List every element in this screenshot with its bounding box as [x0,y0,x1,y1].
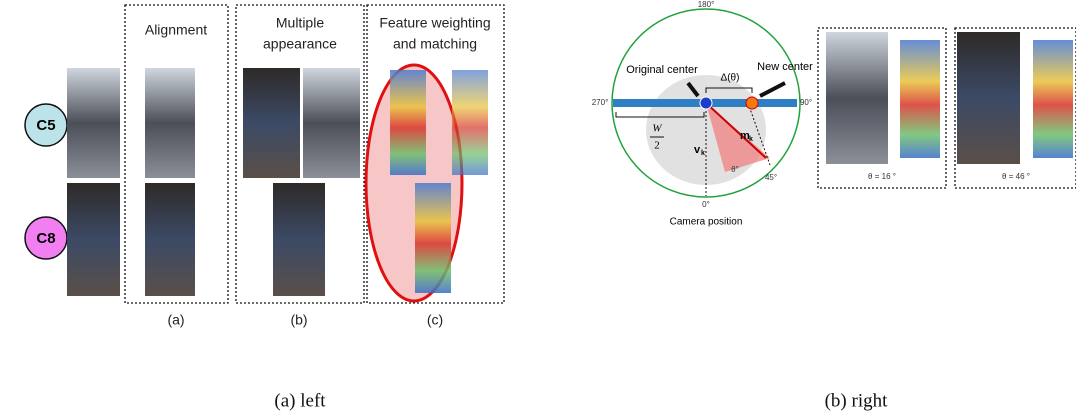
label: Camera position [670,217,743,228]
photo [145,183,195,296]
label: W [652,123,662,135]
heatmap [452,70,488,175]
photo [243,68,300,178]
crop-caption: θ = 16 ° [868,172,896,181]
angle-label: 0° [702,200,710,209]
photo [273,183,325,296]
label: Δ(θ) [721,73,740,84]
panel-title: appearance [263,36,337,52]
panel-label: (c) [427,312,443,328]
photo [67,68,120,178]
panel-title: Feature weighting [379,15,490,31]
angle-label: 270° [592,98,609,107]
right-figure: 180° 270° 90° 0° 45° Original center New… [592,0,1076,228]
photo [957,32,1020,164]
angle-label: 180° [698,0,715,9]
new-center [746,97,758,109]
panel-title: Alignment [145,22,207,38]
photo [303,68,360,178]
original-center [700,97,712,109]
camera-label: C8 [36,230,55,247]
label: θ° [731,165,739,174]
angle-label: 90° [800,98,812,107]
photo [826,32,888,164]
panel-label: (a) [167,312,184,328]
subfigure-caption: (b) right [825,390,889,411]
subfigure-caption: (a) left [274,390,326,411]
label: Original center [626,64,698,76]
panel-title: Multiple [276,15,324,31]
label: k [701,150,705,157]
left-figure: C5 C8 Alignment (a) Multiple appearance … [25,5,504,328]
crop-caption: θ = 46 ° [1002,172,1030,181]
label: v [694,144,701,156]
heatmap [415,183,451,293]
figure: C5 C8 Alignment (a) Multiple appearance … [0,0,1076,420]
photo [67,183,120,296]
panel-label: (b) [290,312,307,328]
photo [145,68,195,178]
heatmap [390,70,426,175]
camera-label: C5 [36,117,55,134]
label: 2 [654,140,660,152]
label: k [749,136,753,143]
label: New center [757,61,813,73]
panel-title: and matching [393,36,477,52]
heatmap [1033,40,1073,158]
heatmap [900,40,940,158]
angle-label: 45° [765,173,777,182]
